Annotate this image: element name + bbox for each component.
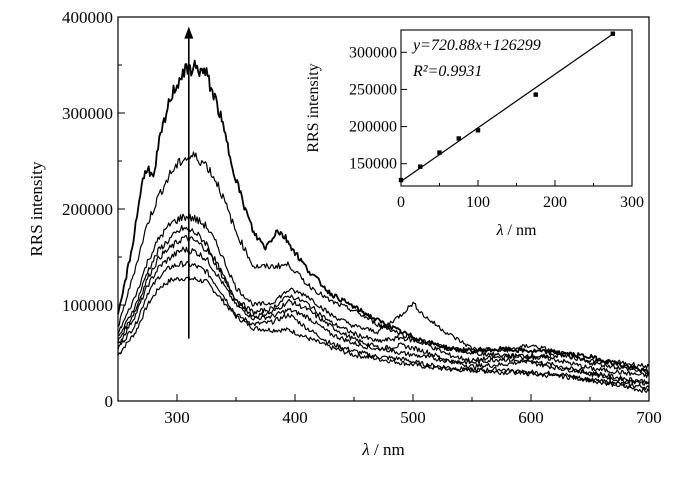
data-point [398, 177, 404, 183]
main-y-tick-label: 0 [105, 392, 114, 411]
inset-x-axis-separator: / [508, 222, 516, 239]
inset-x-tick-label: 300 [620, 194, 644, 211]
inset-y-tick-label: 250000 [349, 81, 397, 98]
trend-arrow-head [184, 26, 194, 39]
inset-x-axis-label: λ / nm [496, 222, 537, 239]
main-x-axis-symbol: λ [361, 440, 369, 459]
main-y-tick-label: 100000 [62, 296, 113, 315]
inset-y-tick-label: 150000 [349, 156, 397, 173]
inset-points-group [398, 31, 615, 183]
inset-ticks-group: 0 100 200 300 150000 200000 250000 300000 [349, 44, 644, 211]
main-plot: 300 400 500 600 700 0 100000 200000 300000 400000… [27, 8, 662, 459]
data-point [533, 92, 538, 97]
data-point [456, 136, 461, 141]
main-series-group [117, 59, 650, 393]
fit-r-squared: R²=0.9931 [412, 63, 482, 80]
main-y-tick-label: 200000 [62, 200, 113, 219]
data-point [475, 128, 481, 133]
inset-background [300, 22, 640, 247]
main-x-axis-separator: / [374, 440, 383, 459]
inset-y-tick-label: 200000 [349, 119, 397, 136]
data-point [437, 150, 442, 155]
spectrum-line-4 [117, 235, 650, 385]
main-x-axis-unit: nm [383, 440, 405, 459]
spectrum-line-2 [117, 260, 650, 390]
main-x-axis-label: λ / nm [361, 440, 404, 459]
main-y-tick-label: 300000 [62, 104, 113, 123]
inset-y-axis-label: RRS intensity [305, 63, 322, 152]
inset-plot: 0 100 200 300 150000 200000 250000 300000 y=720… [300, 22, 644, 247]
spectrum-line-3 [117, 246, 650, 386]
spectrum-line-8 [117, 59, 650, 374]
inset-y-tick-label: 300000 [349, 44, 397, 61]
inset-fit-group [400, 31, 616, 182]
main-y-axis-label: RRS intensity [27, 161, 46, 256]
fit-line [400, 31, 616, 182]
data-point [418, 164, 423, 169]
spectrum-line-1 [117, 275, 650, 393]
main-ticks-group: 300 400 500 600 700 0 100000 200000 300000 400000 [62, 8, 662, 427]
inset-x-axis-symbol: λ [496, 222, 504, 239]
data-point [610, 31, 615, 36]
main-x-tick-label: 500 [400, 408, 426, 427]
fit-equation: y=720.88x+126299 [411, 37, 541, 54]
main-x-tick-label: 300 [164, 408, 190, 427]
inset-x-axis-unit: nm [516, 222, 537, 239]
trend-arrow [184, 26, 194, 339]
inset-x-tick-label: 100 [466, 194, 490, 211]
inset-x-tick-label: 0 [397, 194, 405, 211]
main-x-tick-label: 700 [636, 408, 662, 427]
spectrum-line-5 [117, 225, 650, 379]
main-y-tick-label: 400000 [62, 8, 113, 27]
main-x-tick-label: 600 [518, 408, 544, 427]
inset-x-tick-label: 200 [543, 194, 567, 211]
main-x-tick-label: 400 [282, 408, 308, 427]
